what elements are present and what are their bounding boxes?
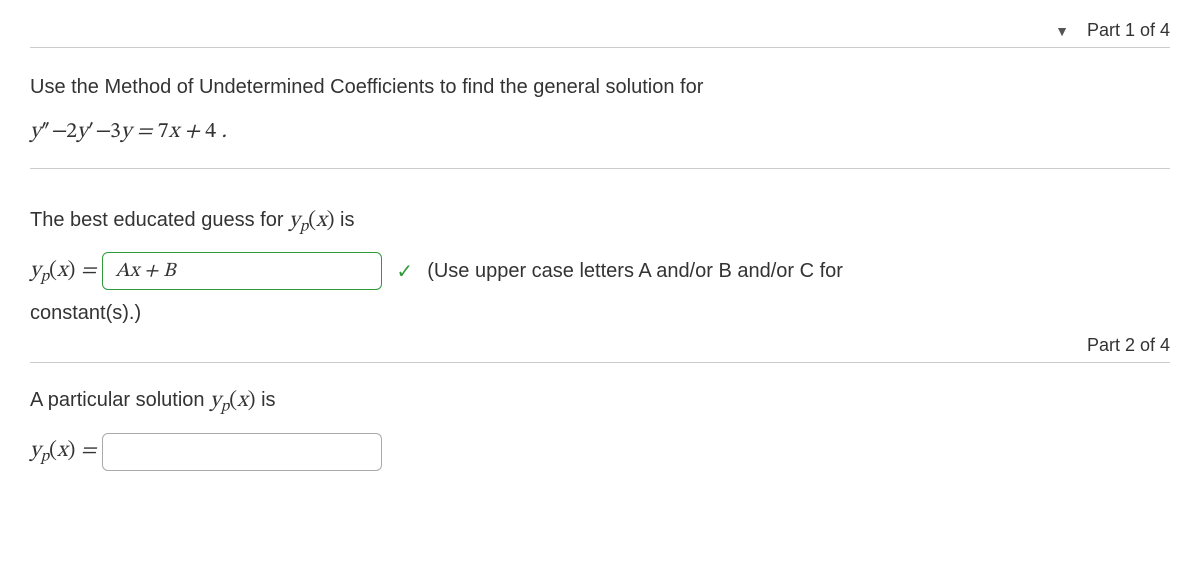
part-1-question: The best educated guess for yp(x) is — [30, 207, 1170, 236]
collapse-icon[interactable]: ▼ — [1055, 23, 1069, 39]
constant-line: constant(s).) — [30, 302, 1170, 325]
check-icon: ✓ — [396, 259, 413, 284]
part-1-header: ▼ Part 1 of 4 — [30, 20, 1170, 48]
part-1-answer-row: yp(x) = Ax + B ✓ (Use upper case letters… — [30, 252, 1170, 290]
hint-text: (Use upper case letters A and/or B and/o… — [427, 260, 843, 283]
problem-statement: Use the Method of Undetermined Coefficie… — [30, 72, 1170, 169]
yp-label-2: yp(x) = — [30, 437, 96, 466]
answer-value: Ax + B — [115, 259, 175, 284]
part-2-answer-row: yp(x) = — [30, 433, 1170, 471]
prompt-text: Use the Method of Undetermined Coefficie… — [30, 72, 1170, 102]
part-1-label: Part 1 of 4 — [1087, 20, 1170, 41]
question-prefix: The best educated guess for — [30, 209, 289, 231]
question-prefix-2: A particular solution — [30, 389, 210, 411]
part-2-question: A particular solution yp(x) is — [30, 387, 1170, 416]
part-2-header: Part 2 of 4 — [30, 335, 1170, 363]
part-2-label: Part 2 of 4 — [1087, 335, 1170, 356]
differential-equation: y″−2y′−3y = 7x + 4 . — [30, 118, 1170, 146]
yp-label: yp(x) = — [30, 257, 96, 286]
answer-input-1[interactable]: Ax + B — [102, 252, 382, 290]
question-suffix: is — [334, 209, 354, 231]
answer-input-2[interactable] — [102, 433, 382, 471]
question-suffix-2: is — [256, 389, 276, 411]
